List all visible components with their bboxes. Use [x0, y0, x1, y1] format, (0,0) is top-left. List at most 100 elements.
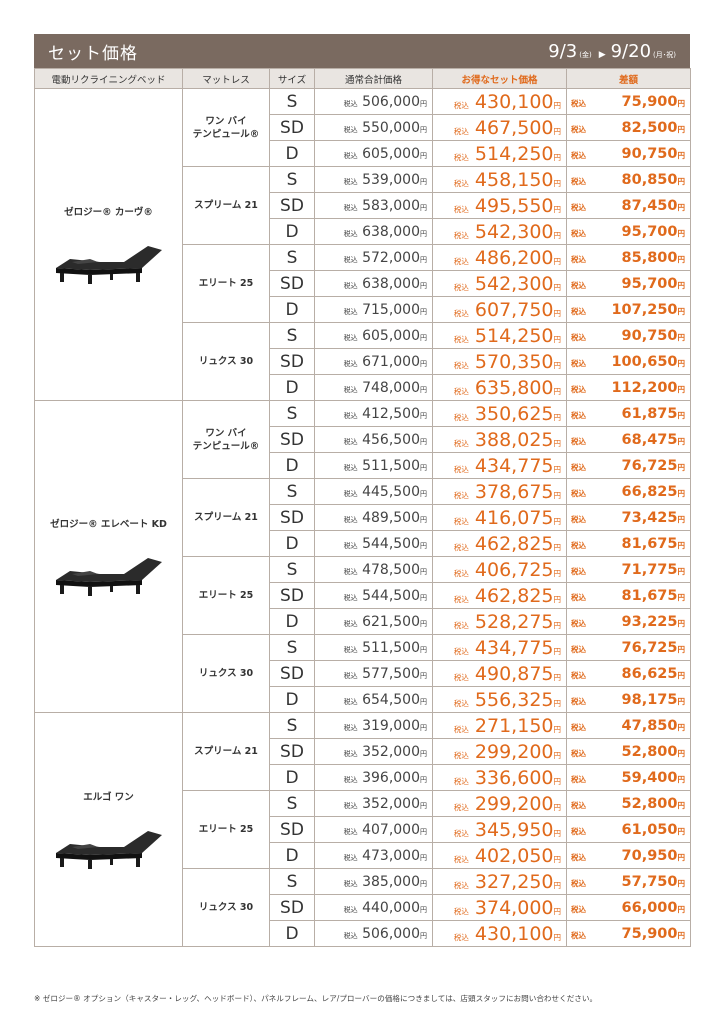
sale-price-cell: 税込 514,250円	[432, 322, 567, 349]
size-cell: D	[269, 218, 315, 245]
sale-price-cell: 税込 635,800円	[432, 374, 567, 401]
yen-label: 円	[553, 178, 562, 188]
yen-label: 円	[677, 228, 686, 238]
difference-cell: 税込 61,875円	[566, 400, 691, 427]
mattress-name: スプリーム 21	[182, 478, 270, 557]
tax-label: 税込	[343, 359, 358, 368]
yen-label: 円	[677, 904, 686, 914]
yen-label: 円	[420, 281, 427, 290]
yen-label: 円	[420, 203, 427, 212]
difference-cell: 税込 70,950円	[566, 842, 691, 869]
sale-price-cell: 税込 434,775円	[432, 452, 567, 479]
tax-label: 税込	[571, 618, 586, 628]
size-cell: S	[269, 244, 315, 271]
mattress-name: エリート 25	[182, 556, 270, 635]
size-cell: SD	[269, 660, 315, 687]
tax-label: 税込	[453, 620, 469, 630]
sale-price-cell: 税込 556,325円	[432, 686, 567, 713]
yen-label: 円	[420, 541, 427, 550]
yen-label: 円	[420, 827, 427, 836]
yen-label: 円	[677, 358, 686, 368]
regular-price: 605,000	[362, 327, 420, 344]
table-row: SD 税込 671,000円 税込 570,350円 税込 100,650円	[35, 348, 691, 375]
sale-price: 462,825	[474, 584, 554, 607]
difference-cell: 税込 57,750円	[566, 868, 691, 895]
yen-label: 円	[553, 932, 562, 942]
sale-price-cell: 税込 514,250円	[432, 140, 567, 167]
sale-price: 458,150	[474, 168, 554, 191]
table-row: SD 税込 440,000円 税込 374,000円 税込 66,000円	[35, 894, 691, 921]
difference-value: 70,950	[621, 847, 678, 864]
size-cell: SD	[269, 738, 315, 765]
yen-label: 円	[553, 230, 562, 240]
mattress-name: リュクス 30	[182, 322, 270, 401]
difference-value: 66,825	[621, 483, 678, 500]
yen-label: 円	[553, 880, 562, 890]
sale-price-cell: 税込 374,000円	[432, 894, 567, 921]
yen-label: 円	[420, 697, 427, 706]
sale-price: 528,275	[474, 610, 554, 633]
regular-price: 506,000	[362, 93, 420, 110]
yen-label: 円	[553, 152, 562, 162]
yen-label: 円	[420, 567, 427, 576]
yen-label: 円	[677, 670, 686, 680]
sale-price-cell: 税込 458,150円	[432, 166, 567, 193]
tax-label: 税込	[343, 801, 358, 810]
size-cell: D	[269, 842, 315, 869]
period-start-day: (金)	[579, 50, 592, 59]
difference-value: 75,900	[621, 925, 678, 942]
table-row: D 税込 748,000円 税込 635,800円 税込 112,200円	[35, 374, 691, 401]
regular-price: 605,000	[362, 145, 420, 162]
yen-label: 円	[420, 437, 427, 446]
tax-label: 税込	[453, 516, 469, 526]
sale-price: 542,300	[474, 272, 554, 295]
sale-price: 430,100	[474, 90, 554, 113]
yen-label: 円	[420, 775, 427, 784]
difference-cell: 税込 100,650円	[566, 348, 691, 375]
yen-label: 円	[420, 801, 427, 810]
tax-label: 税込	[571, 228, 586, 238]
sale-price: 607,750	[474, 298, 554, 321]
regular-price-cell: 税込 385,000円	[314, 868, 433, 895]
size-cell: SD	[269, 504, 315, 531]
price-sheet: セット価格 9/3 (金) ▶ 9/20 (月･祝) 電動リクライニングベッド …	[34, 34, 691, 947]
yen-label: 円	[553, 646, 562, 656]
tax-label: 税込	[571, 462, 586, 472]
tax-label: 税込	[453, 646, 469, 656]
tax-label: 税込	[343, 905, 358, 914]
tax-label: 税込	[571, 878, 586, 888]
size-cell: D	[269, 530, 315, 557]
difference-cell: 税込 107,250円	[566, 296, 691, 323]
regular-price: 473,000	[362, 847, 420, 864]
regular-price-cell: 税込 539,000円	[314, 166, 433, 193]
yen-label: 円	[553, 672, 562, 682]
table-header-row: 電動リクライニングベッド マットレス サイズ 通常合計価格 お得なセット価格 差…	[34, 68, 691, 89]
adjustable-bed-icon	[55, 245, 162, 284]
yen-label: 円	[677, 436, 686, 446]
yen-label: 円	[553, 620, 562, 630]
table-row: SD 税込 583,000円 税込 495,550円 税込 87,450円	[35, 192, 691, 219]
sale-price-cell: 税込 299,200円	[432, 790, 567, 817]
yen-label: 円	[420, 853, 427, 862]
tax-label: 税込	[571, 410, 586, 420]
tax-label: 税込	[343, 463, 358, 472]
sale-price: 467,500	[474, 116, 554, 139]
mattress-name: ワン バイ テンピュール®	[182, 400, 270, 479]
size-cell: D	[269, 764, 315, 791]
difference-cell: 税込 95,700円	[566, 270, 691, 297]
tax-label: 税込	[571, 332, 586, 342]
size-cell: D	[269, 686, 315, 713]
difference-cell: 税込 52,800円	[566, 790, 691, 817]
table-row: D 税込 544,500円 税込 462,825円 税込 81,675円	[35, 530, 691, 557]
sale-price-cell: 税込 570,350円	[432, 348, 567, 375]
yen-label: 円	[677, 176, 686, 186]
difference-value: 112,200	[611, 379, 678, 396]
regular-price: 511,500	[362, 457, 420, 474]
tax-label: 税込	[571, 436, 586, 446]
difference-cell: 税込 86,625円	[566, 660, 691, 687]
sale-price-cell: 税込 430,100円	[432, 88, 567, 115]
sale-price: 402,050	[474, 844, 554, 867]
sale-price: 514,250	[474, 324, 554, 347]
difference-value: 76,725	[621, 457, 678, 474]
regular-price-cell: 税込 715,000円	[314, 296, 433, 323]
